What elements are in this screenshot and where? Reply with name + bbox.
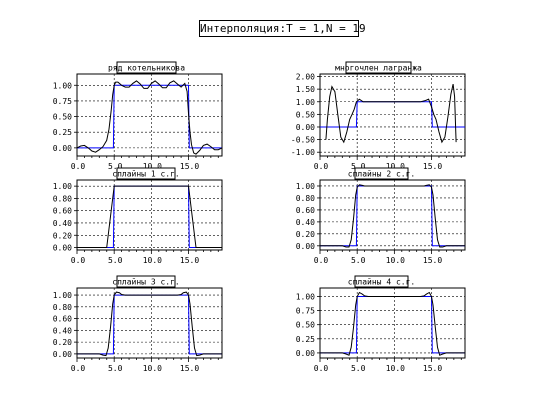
x-tick-label: 10.0: [143, 162, 162, 171]
x-tick-label: 15.0: [423, 162, 442, 171]
y-tick-label: 0.00: [296, 349, 315, 358]
y-tick-label: 0.00: [53, 144, 72, 153]
x-tick-label: 0.0: [314, 256, 329, 265]
chart-panel-1: ряд котельникова 0.0 5.0 10.0 15.0 0.00 0.25 0.…: [53, 61, 223, 171]
y-tick-label: 0.80: [53, 303, 72, 312]
interpolated-signal-line: [77, 80, 222, 155]
panel-title: сплайны 4 с.г.: [348, 278, 415, 287]
y-tick-label: 1.00: [296, 182, 315, 191]
x-tick-label: 5.0: [108, 162, 123, 171]
chart-panel-6: сплайны 4 с.г. 0.0 5.0 10.0 15.0 0.00 0.25 0.50…: [296, 275, 466, 373]
y-tick-label: 0.20: [296, 230, 315, 239]
y-tick-label: -0.50: [291, 136, 315, 145]
x-tick-label: 0.0: [71, 364, 86, 373]
interpolated-signal-line: [77, 185, 222, 248]
x-tick-label: 0.0: [314, 162, 329, 171]
panel-title-box: [116, 275, 176, 288]
y-tick-label: 1.50: [296, 85, 315, 94]
chart-panel-3: сплайны 1 с.г. 0.0 5.0 10.0 15.0 0.00 0.20 0.40…: [53, 167, 223, 265]
x-tick-label: 0.0: [71, 162, 86, 171]
x-tick-label: 15.0: [423, 256, 442, 265]
x-tick-label: 15.0: [180, 256, 199, 265]
y-tick-label: 0.75: [296, 307, 315, 316]
x-tick-label: 15.0: [423, 364, 442, 373]
plot-frame: [76, 287, 223, 359]
panel-title-box: [116, 61, 177, 74]
panel-title: сплайны 3 с.г.: [112, 278, 179, 287]
panel-title: сплайны 1 с.г.: [112, 170, 179, 179]
y-tick-label: 1.00: [53, 182, 72, 191]
x-tick-label: 10.0: [386, 162, 405, 171]
panel-title-box: [354, 167, 409, 180]
x-tick-label: 15.0: [180, 162, 199, 171]
x-tick-label: 15.0: [180, 364, 199, 373]
y-tick-label: 0.20: [53, 231, 72, 240]
chart-panel-5: сплайны 3 с.г. 0.0 5.0 10.0 15.0 0.00 0.20 0.40…: [53, 275, 223, 373]
interpolated-signal-line: [325, 83, 457, 144]
x-tick-label: 10.0: [143, 364, 162, 373]
y-tick-label: 0.00: [296, 242, 315, 251]
x-tick-label: 0.0: [314, 364, 329, 373]
y-tick-label: 0.40: [53, 219, 72, 228]
panel-title: ряд котельникова: [108, 64, 185, 73]
interpolated-signal-line: [320, 184, 465, 248]
x-tick-label: 5.0: [108, 364, 123, 373]
chart-panel-4: сплайны 2 с.г. 0.0 5.0 10.0 15.0 0.00 0.20 0.40…: [296, 167, 466, 265]
y-tick-label: -1.00: [291, 148, 315, 157]
y-tick-label: 0.00: [53, 244, 72, 253]
x-tick-label: 5.0: [351, 256, 366, 265]
y-tick-label: 0.40: [53, 326, 72, 335]
panel-title-box: [354, 275, 409, 288]
y-tick-label: 1.00: [53, 291, 72, 300]
y-tick-label: 0.40: [296, 218, 315, 227]
panel-title-box: [345, 61, 412, 74]
x-tick-label: 5.0: [351, 364, 366, 373]
y-tick-label: 0.25: [296, 335, 315, 344]
window-title: Интерполяция:T = 1,N = 19: [199, 20, 366, 37]
reference-signal-line: [77, 84, 222, 149]
x-tick-label: 10.0: [386, 256, 405, 265]
plot-frame: [76, 73, 223, 157]
x-tick-label: 5.0: [351, 162, 366, 171]
chart-panel-2: многочлен лагранжа 0.0 5.0 10.0 15.0 -1.00 -0.…: [291, 61, 466, 171]
interpolated-signal-line: [77, 291, 222, 357]
y-tick-label: 1.00: [296, 292, 315, 301]
y-tick-label: 0.50: [53, 113, 72, 122]
y-tick-label: 0.75: [53, 97, 72, 106]
y-tick-label: 0.60: [296, 206, 315, 215]
y-tick-label: 0.60: [53, 315, 72, 324]
y-tick-label: 1.00: [53, 81, 72, 90]
y-tick-label: 2.00: [296, 73, 315, 82]
panel-title: многочлен лагранжа: [335, 64, 422, 73]
y-tick-label: 0.60: [53, 207, 72, 216]
panel-title-box: [116, 167, 176, 180]
y-tick-label: 0.80: [53, 194, 72, 203]
y-tick-label: 0.50: [296, 321, 315, 330]
y-tick-label: 0.25: [53, 128, 72, 137]
y-tick-label: 0.20: [53, 338, 72, 347]
y-tick-label: 0.00: [296, 123, 315, 132]
x-tick-label: 10.0: [143, 256, 162, 265]
y-tick-label: 0.80: [296, 194, 315, 203]
plot-frame: [319, 179, 466, 251]
plot-frame: [319, 73, 466, 157]
x-tick-label: 10.0: [386, 364, 405, 373]
y-tick-label: 1.00: [296, 98, 315, 107]
panel-title: сплайны 2 с.г.: [348, 170, 415, 179]
x-tick-label: 0.0: [71, 256, 86, 265]
plot-frame: [319, 287, 466, 359]
y-tick-label: 0.50: [296, 110, 315, 119]
x-tick-label: 5.0: [108, 256, 123, 265]
plot-frame: [76, 179, 223, 251]
y-tick-label: 0.00: [53, 350, 72, 359]
interpolated-signal-line: [320, 291, 465, 356]
